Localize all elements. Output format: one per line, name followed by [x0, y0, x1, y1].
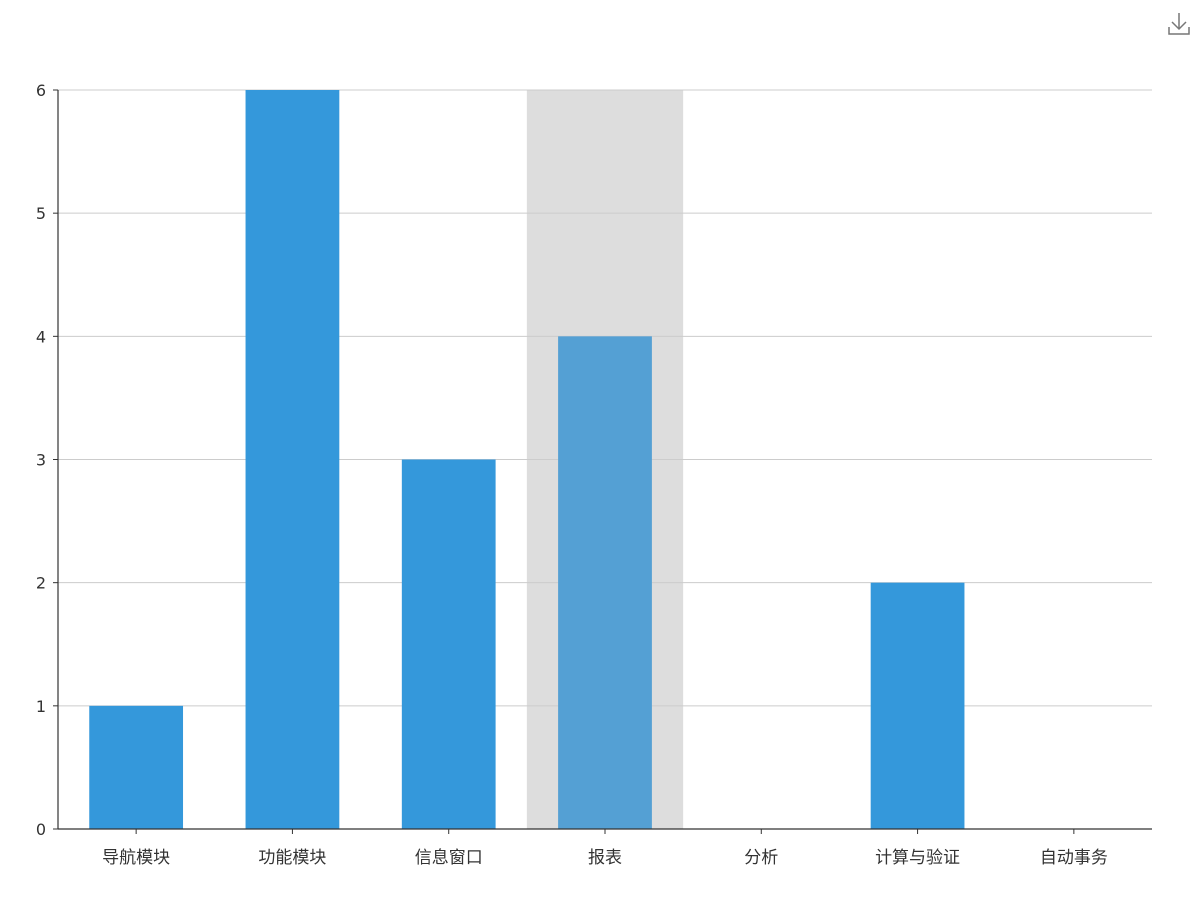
x-tick-label-layer: 导航模块 功能模块 信息窗口 报表 分析 计算与验证 自动事务 [102, 848, 1108, 868]
y-tick-label: 2 [36, 574, 46, 593]
bar[interactable] [870, 582, 965, 829]
y-tick-label: 1 [36, 697, 46, 716]
download-icon[interactable] [1164, 8, 1194, 38]
x-tick-label: 计算与验证 [875, 848, 960, 868]
bar[interactable] [558, 336, 652, 829]
x-tick-label: 自动事务 [1040, 848, 1108, 868]
axis-layer [53, 89, 1152, 834]
y-tick-label-layer: 0 1 2 3 4 5 6 [36, 81, 46, 839]
bar[interactable] [245, 90, 340, 829]
y-tick-label: 3 [36, 451, 46, 470]
bar-layer [89, 90, 965, 830]
bar[interactable] [401, 459, 496, 830]
y-tick-label: 5 [36, 204, 46, 223]
bar[interactable] [89, 705, 184, 829]
y-tick-label: 0 [36, 820, 46, 839]
x-tick-label: 分析 [744, 848, 778, 868]
y-tick-label: 6 [36, 81, 46, 100]
x-tick-label: 信息窗口 [415, 848, 483, 868]
y-tick-label: 4 [36, 327, 46, 346]
x-tick-label: 报表 [588, 848, 622, 868]
x-tick-label: 功能模块 [258, 848, 326, 868]
x-tick-label: 导航模块 [102, 848, 170, 868]
